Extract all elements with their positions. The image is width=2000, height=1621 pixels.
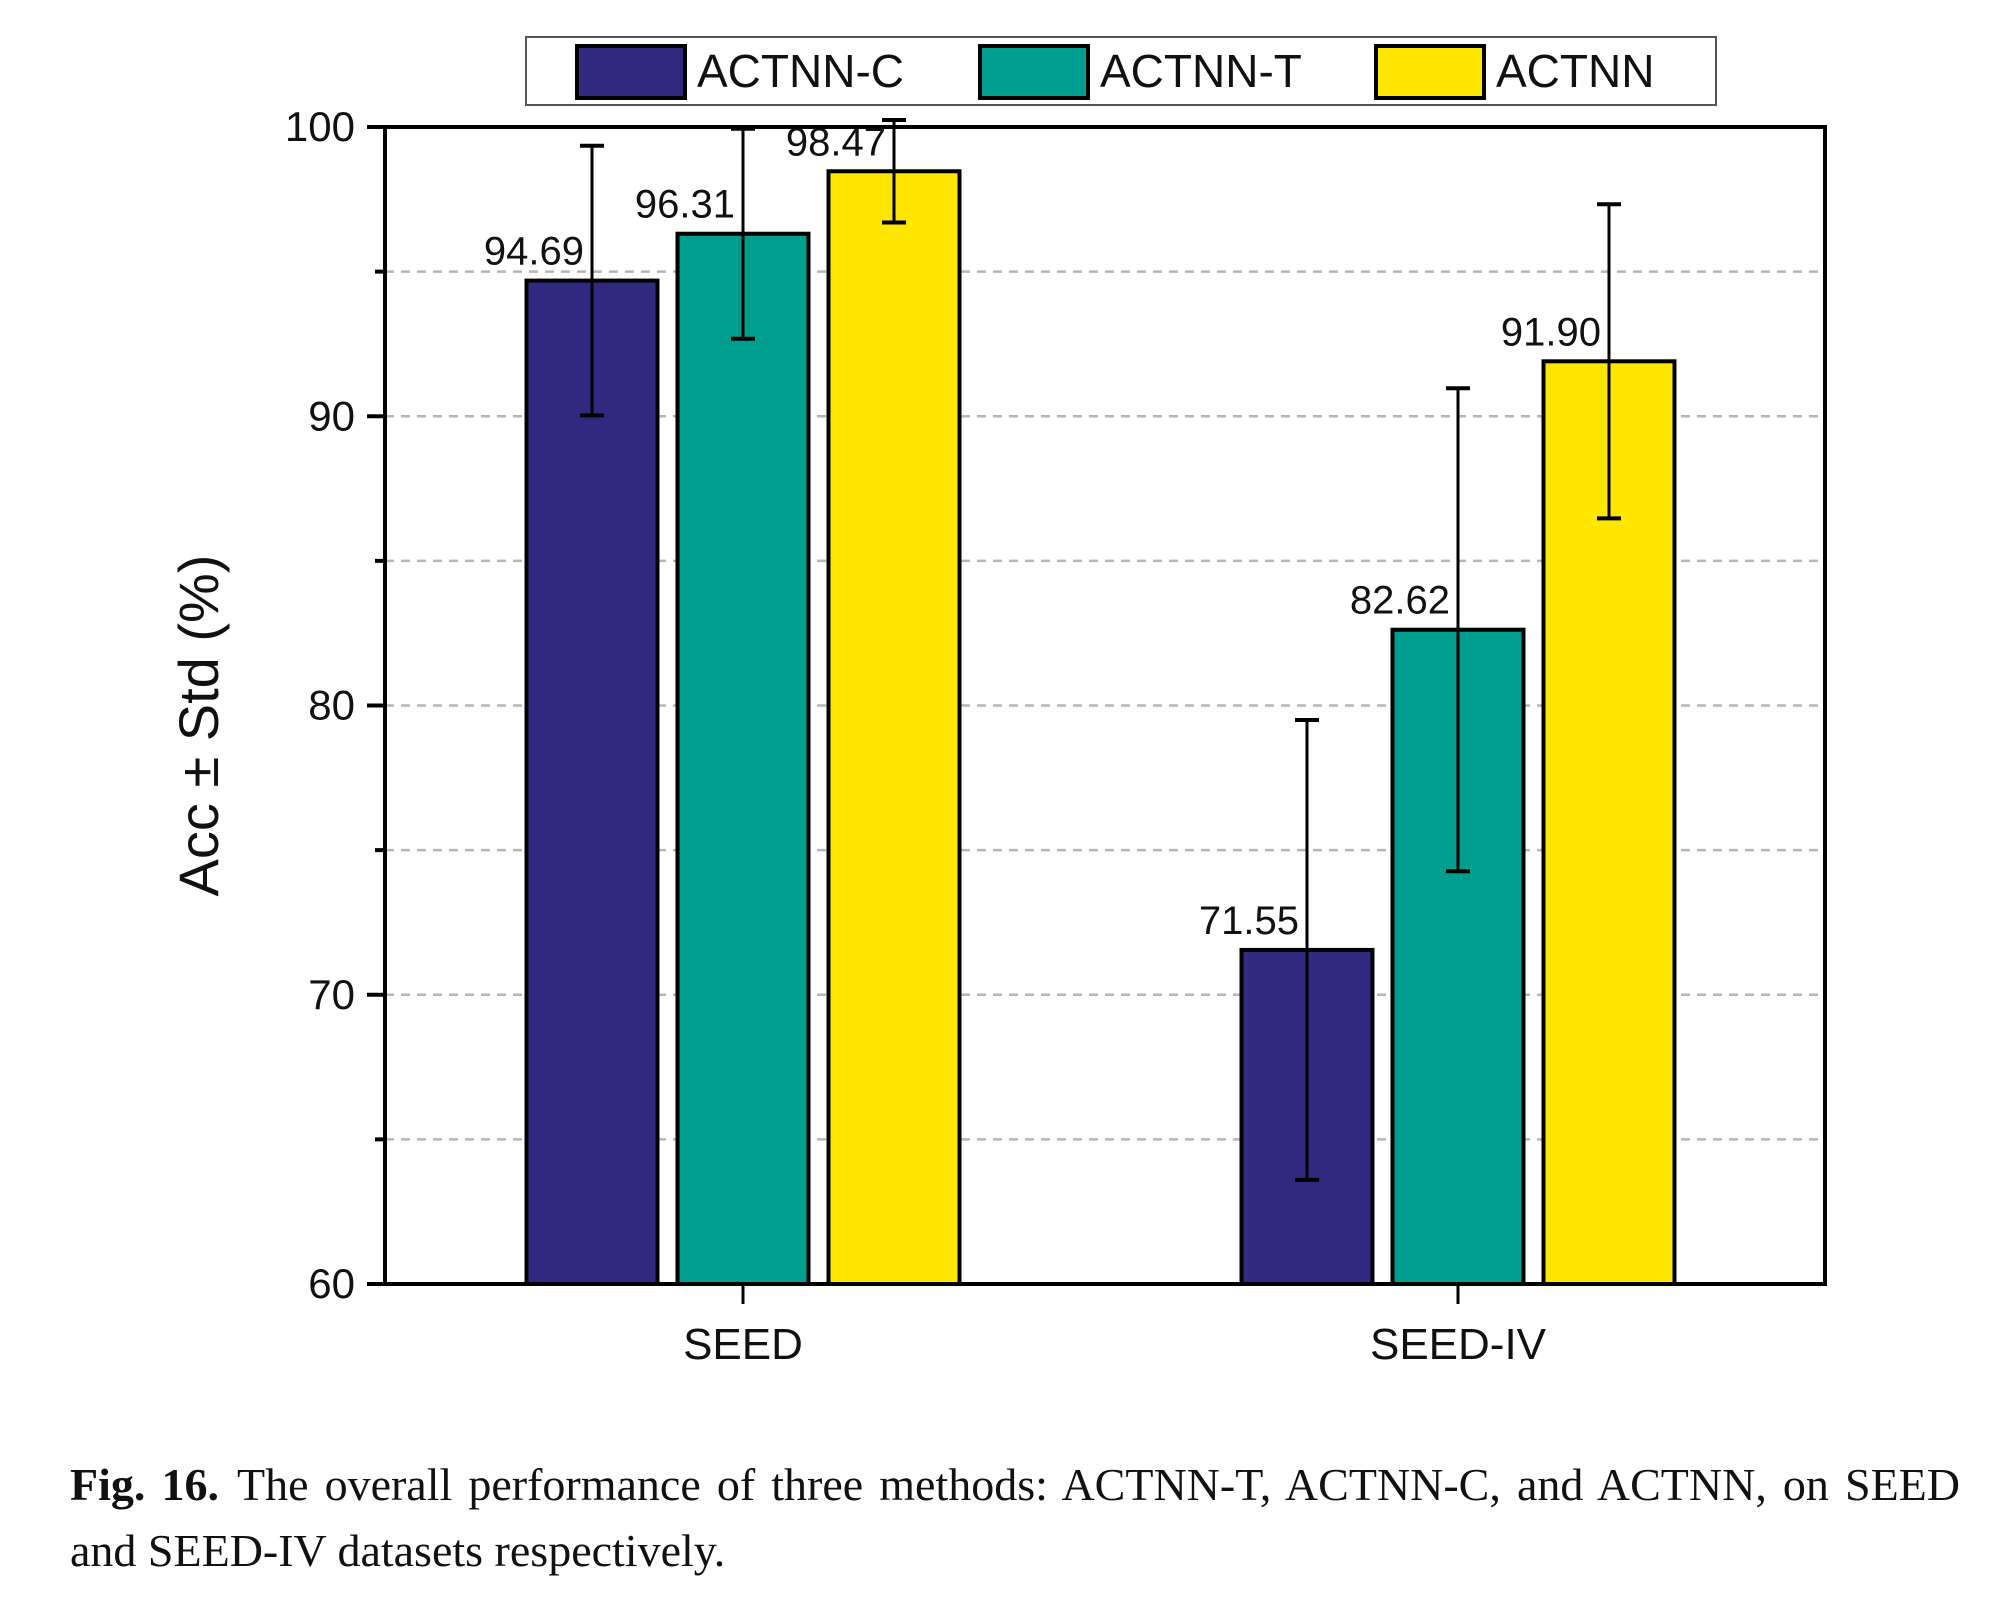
legend-label: ACTNN-T xyxy=(1100,45,1302,97)
y-tick-label: 60 xyxy=(308,1260,355,1307)
y-axis-title: Acc ± Std (%) xyxy=(167,555,230,897)
y-tick-label: 70 xyxy=(308,971,355,1018)
legend-box xyxy=(525,36,1717,106)
bar xyxy=(675,231,811,1286)
legend-label: ACTNN xyxy=(1496,45,1654,97)
bar xyxy=(524,278,660,1286)
legend-label: ACTNN-C xyxy=(697,45,904,97)
bars xyxy=(524,169,1677,1287)
error-bars xyxy=(580,118,1621,1182)
y-tick-label: 100 xyxy=(285,103,355,150)
figure-caption: Fig. 16. The overall performance of three… xyxy=(70,1452,1960,1584)
caption-label: Fig. 16. xyxy=(70,1459,219,1510)
data-label: 71.55 xyxy=(1199,899,1299,943)
data-label: 91.90 xyxy=(1501,310,1601,354)
y-tick-label: 90 xyxy=(308,392,355,439)
bar xyxy=(826,169,962,1286)
data-label: 82.62 xyxy=(1350,579,1450,623)
y-tick-label: 80 xyxy=(308,682,355,729)
data-label: 94.69 xyxy=(484,230,584,274)
legend-swatch xyxy=(1374,44,1486,100)
bar-chart: ACTNN-C ACTNN-T ACTNN 94.6996.3198.4771.55… xyxy=(167,36,1827,1369)
x-axis: SEED SEED-IV xyxy=(683,1284,1547,1369)
legend-swatch xyxy=(575,44,687,100)
caption-text: The overall performance of three methods… xyxy=(70,1459,1960,1576)
data-label: 96.31 xyxy=(635,183,735,227)
y-axis: 60 70 80 90 100 xyxy=(285,103,385,1307)
legend: ACTNN-C ACTNN-T ACTNN xyxy=(525,36,1717,106)
x-tick-label: SEED xyxy=(683,1320,803,1369)
x-tick-label: SEED-IV xyxy=(1370,1320,1547,1369)
legend-swatch xyxy=(978,44,1090,100)
